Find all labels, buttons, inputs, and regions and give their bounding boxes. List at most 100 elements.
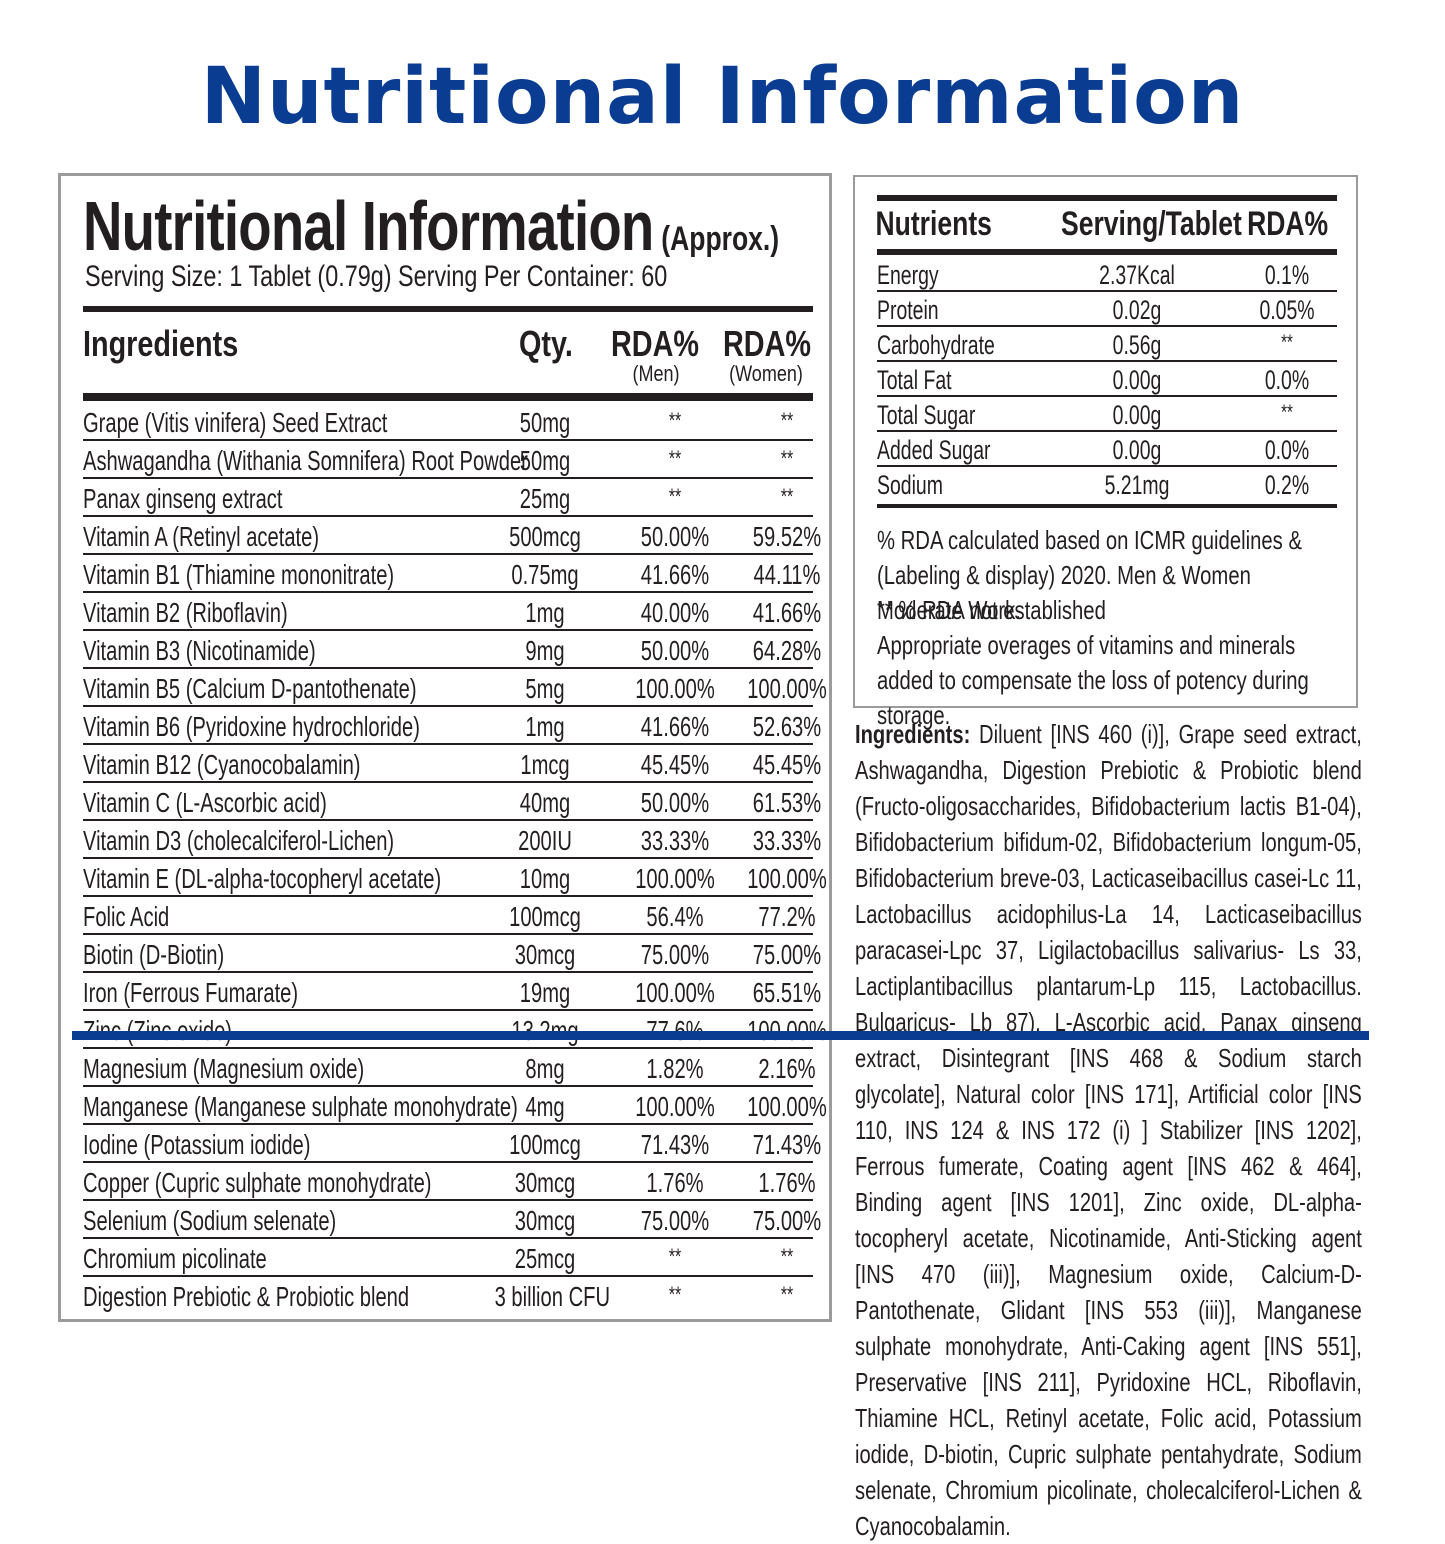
ingredient-qty: 19mg <box>519 977 571 1008</box>
rda-men-value: 50.00% <box>640 521 710 552</box>
rda-women-value: 100.00% <box>747 863 827 894</box>
table-row: Grape (Vitis vinifera) Seed Extract 50mg *… <box>83 403 813 441</box>
ingredient-name: Selenium (Sodium selenate) <box>83 1205 337 1236</box>
ingredient-name: Vitamin B2 (Riboflavin) <box>83 597 288 628</box>
panel-heading: Nutritional Information (Approx.) <box>83 186 779 266</box>
nutrient-rda: 0.0% <box>1264 435 1310 465</box>
page-title: Nutritional Information <box>200 52 1245 142</box>
rda-women-value: 59.52% <box>752 521 822 552</box>
col-header-rda: RDA% <box>1247 205 1329 243</box>
nutrient-rda: ** <box>1281 331 1293 354</box>
rda-women-value: 100.00% <box>747 673 827 704</box>
rda-men-value: ** <box>668 484 682 509</box>
ingredient-qty: 10mg <box>519 863 571 894</box>
nutrient-serving: 0.00g <box>1112 435 1162 465</box>
ingredients-list: Ingredients: Diluent [INS 460 (i)], Grap… <box>855 716 1362 1544</box>
ingredient-name: Iodine (Potassium iodide) <box>83 1129 311 1160</box>
rda-men-value: 33.33% <box>640 825 710 856</box>
nutrient-rda: 0.1% <box>1264 260 1310 290</box>
rda-women-value: 71.43% <box>752 1129 822 1160</box>
ingredient-qty: 30mcg <box>514 1167 576 1198</box>
nutrient-name: Protein <box>877 295 939 325</box>
rda-women-value: 77.2% <box>758 901 816 932</box>
table-row: Sodium 5.21mg 0.2% <box>877 467 1337 502</box>
rda-stars-note: ** % RDA not established <box>877 595 1106 625</box>
rda-men-value: 45.45% <box>640 749 710 780</box>
table-row: Biotin (D-Biotin) 30mcg 75.00% 75.00% <box>83 935 821 973</box>
ingredients-body: Diluent [INS 460 (i)], Grape seed extrac… <box>855 719 1362 1541</box>
table-row: Energy 2.37Kcal 0.1% <box>877 257 1337 292</box>
ingredient-name: Panax ginseng extract <box>83 483 283 514</box>
rda-men-value: 41.66% <box>640 559 710 590</box>
ingredient-name: Ashwagandha (Withania Somnifera) Root Po… <box>83 445 528 476</box>
ingredient-qty: 25mcg <box>514 1243 576 1274</box>
table-row: Added Sugar 0.00g 0.0% <box>877 432 1337 467</box>
table-row: Carbohydrate 0.56g ** <box>877 327 1337 362</box>
rda-men-value: 100.00% <box>635 1091 715 1122</box>
ingredient-name: Iron (Ferrous Fumarate) <box>83 977 299 1008</box>
ingredient-qty: 0.75mg <box>511 559 579 590</box>
ingredient-qty: 500mcg <box>509 521 581 552</box>
nutrient-serving: 0.00g <box>1112 365 1162 395</box>
rda-women-value: ** <box>780 484 794 509</box>
nutrient-name: Total Sugar <box>877 400 976 430</box>
rda-men-value: ** <box>668 408 682 433</box>
panel-heading-title: Nutritional Information <box>83 187 654 265</box>
nutrient-rda: 0.05% <box>1259 295 1315 325</box>
nutrient-rda: ** <box>1281 401 1293 424</box>
table-row: Panax ginseng extract 25mg ** ** <box>83 479 813 517</box>
ingredient-qty: 13.2mg <box>495 1016 596 1046</box>
ingredient-qty: 40mg <box>519 787 571 818</box>
rda-men-value: 50.00% <box>640 635 710 666</box>
ingredient-qty: 1mcg <box>520 749 570 780</box>
table-row: Magnesium (Magnesium oxide) 8mg 1.82% 2.16% <box>83 1049 816 1087</box>
rda-women-value: 45.45% <box>752 749 822 780</box>
ingredient-name: Vitamin B3 (Nicotinamide) <box>83 635 316 666</box>
rda-men-value: 100.00% <box>635 977 715 1008</box>
ingredient-qty: 1mg <box>525 711 565 742</box>
ingredient-name: Vitamin C (L-Ascorbic acid) <box>83 787 327 818</box>
ingredient-name: Zinc (Zinc oxide) <box>83 1016 232 1046</box>
table-row: Vitamin B2 (Riboflavin) 1mg 40.00% 41.66% <box>83 593 821 631</box>
ingredient-qty: 4mg <box>525 1091 565 1122</box>
rda-men-value: 50.00% <box>640 787 710 818</box>
ingredient-name: Manganese (Manganese sulphate monohydrat… <box>83 1091 518 1122</box>
rda-women-value: 44.11% <box>753 559 821 590</box>
ingredient-name: Vitamin E (DL-alpha-tocopheryl acetate) <box>83 863 442 894</box>
table-row: Vitamin B6 (Pyridoxine hydrochloride) 1mg… <box>83 707 821 745</box>
rda-men-value: 1.76% <box>646 1167 704 1198</box>
nutrient-serving: 0.56g <box>1112 330 1162 360</box>
rda-women-value: ** <box>780 408 794 433</box>
nutrient-serving: 0.02g <box>1112 295 1162 325</box>
ingredient-name: Biotin (D-Biotin) <box>83 939 225 970</box>
rda-women-value: ** <box>780 1244 794 1269</box>
ingredient-qty: 1mg <box>525 597 565 628</box>
nutrient-name: Added Sugar <box>877 435 991 465</box>
rda-men-value: ** <box>668 446 682 471</box>
rda-women-value: 100.00% <box>737 1016 838 1046</box>
col-header-serving: Serving/Tablet <box>1061 205 1242 243</box>
rda-men-value: 56.4% <box>646 901 704 932</box>
col-header-rda-women: RDA% <box>723 323 812 364</box>
ingredient-qty: 5mg <box>525 673 565 704</box>
ingredient-qty: 8mg <box>525 1053 565 1084</box>
ingredient-name: Copper (Cupric sulphate monohydrate) <box>83 1167 432 1198</box>
ingredient-qty: 200IU <box>518 825 572 856</box>
rda-men-value: 75.00% <box>640 939 710 970</box>
panel-heading-approx: (Approx.) <box>661 220 780 258</box>
nutrient-name: Carbohydrate <box>877 330 995 360</box>
table-row: Vitamin C (L-Ascorbic acid) 40mg 50.00% 61.… <box>83 783 821 821</box>
rda-men-value: ** <box>668 1282 682 1307</box>
col-header-ingredients: Ingredients <box>83 323 239 364</box>
ingredient-name: Magnesium (Magnesium oxide) <box>83 1053 365 1084</box>
ingredient-name: Grape (Vitis vinifera) Seed Extract <box>83 407 388 438</box>
nutrient-serving: 0.00g <box>1112 400 1162 430</box>
col-subheader-men: (Men) <box>632 361 680 386</box>
nutrients-top-rule <box>877 195 1337 201</box>
table-row: Vitamin A (Retinyl acetate) 500mcg 50.00% 5… <box>83 517 821 555</box>
ingredients-table: Grape (Vitis vinifera) Seed Extract 50mg *… <box>83 403 827 1315</box>
nutrients-table: Energy 2.37Kcal 0.1% Protein 0.02g 0.05% Carbo… <box>877 257 1337 502</box>
rda-note: % RDA calculated based on ICMR guideline… <box>877 525 1302 625</box>
nutrient-serving: 5.21mg <box>1104 470 1170 500</box>
col-subheader-women: (Women) <box>729 361 803 386</box>
